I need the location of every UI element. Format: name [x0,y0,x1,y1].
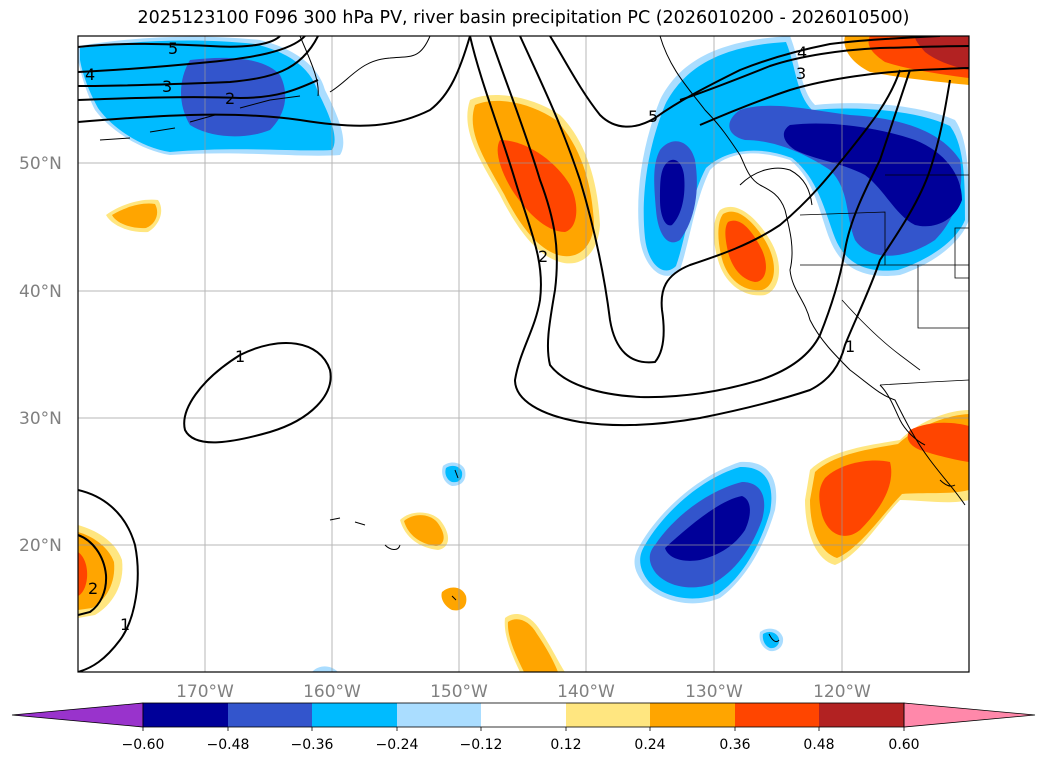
pv-contour-4-west [78,36,306,73]
colorbar-labels: −0.60 −0.48 −0.36 −0.24 −0.12 0.12 0.24 … [122,737,920,753]
lon-label-130w: 130°W [685,682,743,702]
colorbar-cells [11,702,1036,728]
pv-label: 4 [85,65,95,84]
lon-label-140w: 140°W [557,682,615,702]
colorbar-ticks [142,727,905,731]
colorbar-frame [142,702,905,728]
colorbar-label: 0.12 [550,737,581,753]
pv-contour-2-west [78,79,319,101]
pv-label: 4 [797,43,807,62]
colorbar-label: 0.36 [719,737,750,753]
pv-label: 2 [225,89,235,108]
pv-contour-3-mid [519,36,901,364]
plot-frame [77,35,970,673]
colorbar-extend-low [11,702,144,728]
colorbar: −0.60 −0.48 −0.36 −0.24 −0.12 0.12 0.24 … [11,702,1036,753]
pv-contour-1-sw [78,489,139,672]
pv-contour-2-sw [78,534,108,616]
pv-contours [78,36,969,672]
lon-label-170w: 170°W [176,682,234,702]
colorbar-label: 0.48 [803,737,834,753]
colorbar-cell [481,703,566,727]
lon-label-150w: 150°W [430,682,488,702]
lon-labels: 170°W 160°W 150°W 140°W 130°W 120°W [176,682,871,702]
lat-labels: 50°N 40°N 30°N 20°N [19,154,62,556]
colorbar-label: 0.60 [888,737,919,753]
colorbar-label: −0.48 [207,737,250,753]
pv-label: 5 [168,39,178,58]
pv-label: 3 [796,64,806,83]
pv-contour-5-west [78,36,281,48]
colorbar-label: −0.12 [460,737,503,753]
lon-label-120w: 120°W [813,682,871,702]
map-title: 2025123100 F096 300 hPa PV, river basin … [137,8,910,28]
pv-contour-4-east [679,45,969,101]
colorbar-extend-high [903,702,1036,728]
pv-label: 2 [88,579,98,598]
colorbar-cell [143,703,228,727]
colorbar-label: −0.36 [291,737,334,753]
pv-label: 2 [538,247,548,266]
colorbar-cell [819,703,904,727]
colorbar-cell [397,703,481,727]
colorbar-cell [566,703,650,727]
pv-contour-3-west [78,36,319,87]
pv-label: 1 [845,337,855,356]
colorbar-label: 0.24 [634,737,665,753]
colorbar-cell [650,703,735,727]
plot-area: 5 4 3 2 5 4 3 2 1 1 2 1 [78,36,969,672]
colorbar-label: −0.60 [122,737,165,753]
lat-label-30n: 30°N [19,409,62,429]
colorbar-label: −0.24 [376,737,419,753]
graticule [78,36,969,672]
pv-label: 1 [120,615,130,634]
pv-contour-long [469,36,951,427]
pv-label: 3 [162,77,172,96]
pv-contour-1-north [78,36,471,127]
pv-contour-2-mid [489,36,911,399]
lon-label-160w: 160°W [303,682,361,702]
colorbar-cell [312,703,397,727]
pv-contour-labels: 5 4 3 2 5 4 3 2 1 1 2 1 [85,39,855,634]
pv-label: 1 [235,347,245,366]
pv-contour-closed-1 [183,342,332,444]
lat-label-20n: 20°N [19,536,62,556]
lat-label-40n: 40°N [19,282,62,302]
colorbar-cell [735,703,819,727]
pv-label: 5 [648,107,658,126]
colorbar-cell [228,703,312,727]
lat-label-50n: 50°N [19,154,62,174]
coastlines [99,36,966,643]
pv-contour-3-east [699,67,969,126]
pv-contour-5-east [549,36,941,128]
